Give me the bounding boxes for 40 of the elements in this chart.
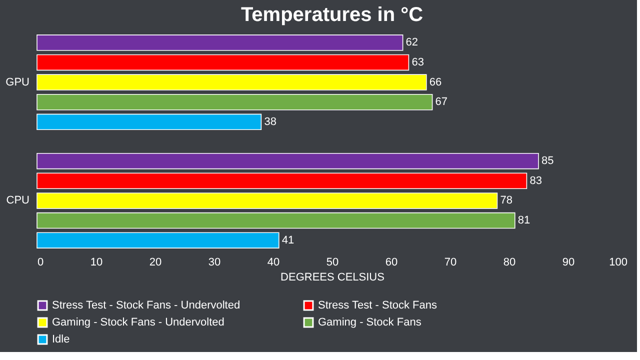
bar [36,192,498,209]
x-tick-label: 80 [503,256,516,268]
legend-label: Idle [52,334,70,346]
bar [36,94,433,110]
x-tick-label: 90 [562,256,575,268]
data-label: 63 [412,56,424,68]
x-axis-title: DEGREES CELSIUS [280,272,384,284]
y-tick-label: GPU [6,76,30,88]
legend-label: Stress Test - Stock Fans - Undervolted [52,300,240,312]
data-label: 81 [518,214,530,227]
data-label: 85 [542,155,554,168]
bar [36,34,404,51]
x-tick-label: 60 [385,256,398,268]
bar [36,54,410,71]
legend-label: Stress Test - Stock Fans [318,300,438,312]
x-tick-label: 20 [149,256,162,268]
bar [36,232,280,248]
data-label: 67 [435,96,448,108]
chart-title: Temperatures in °C [240,4,424,26]
data-label: 41 [282,234,294,246]
x-tick-label: 0 [38,256,44,268]
bar [36,114,262,130]
data-label: 66 [429,76,442,88]
bar [36,152,539,170]
bar [36,212,516,229]
x-tick-label: 10 [90,256,103,268]
bar [36,74,427,90]
data-label: 38 [264,116,276,128]
legend-label: Gaming - Stock Fans [318,316,422,328]
data-label: 62 [406,36,418,49]
x-tick-label: 40 [267,256,280,268]
data-label: 78 [500,194,512,207]
legend-label: Gaming - Stock Fans - Undervolted [52,316,224,328]
y-tick-label: CPU [6,194,30,207]
x-tick-label: 50 [326,256,339,268]
x-tick-label: 30 [208,256,221,268]
x-tick-label: 70 [444,256,457,268]
x-tick-label: 100 [609,256,628,268]
data-label: 83 [530,174,542,187]
bar [36,172,528,190]
